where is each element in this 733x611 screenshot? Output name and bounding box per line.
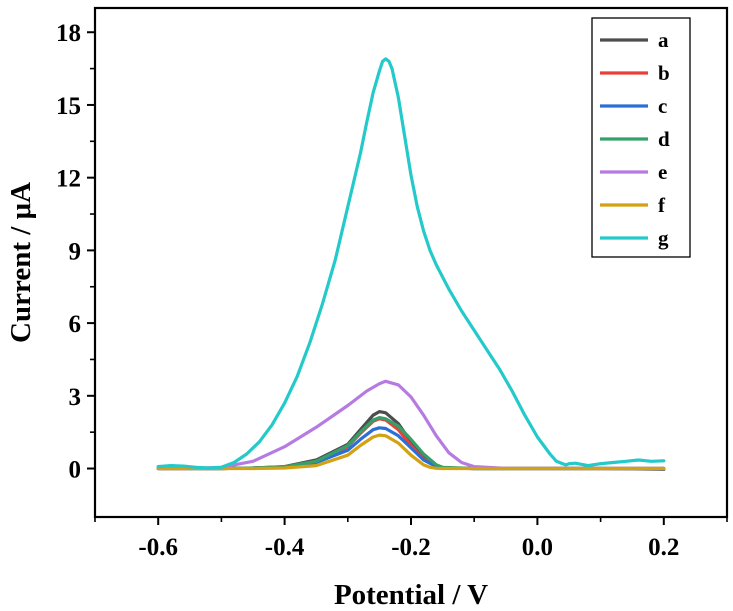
y-axis-title: Current / μA — [5, 182, 37, 343]
x-tick-label: -0.6 — [138, 534, 178, 561]
x-tick-label: 0.2 — [648, 534, 679, 561]
y-tick-label: 15 — [56, 93, 81, 120]
x-axis-title: Potential / V — [334, 579, 488, 611]
x-tick-label: -0.4 — [265, 534, 305, 561]
x-tick-label: 0.0 — [522, 534, 553, 561]
y-tick-label: 18 — [56, 20, 81, 47]
series-layer — [156, 57, 666, 471]
legend-label-e: e — [658, 160, 667, 184]
legend-label-c: c — [658, 94, 667, 118]
legend-label-d: d — [658, 127, 670, 151]
y-tick-label: 6 — [69, 311, 82, 338]
series-line-g — [156, 57, 666, 470]
y-tick-label: 9 — [69, 238, 82, 265]
y-tick-label: 0 — [69, 457, 82, 484]
y-tick-label: 3 — [69, 384, 82, 411]
legend-label-f: f — [658, 193, 666, 217]
series-line-f — [156, 433, 666, 471]
legend-label-g: g — [658, 226, 669, 250]
x-axis-ticks: -0.6 -0.4 -0.2 0.0 0.2 — [94, 517, 728, 561]
y-axis-ticks: 0 3 6 9 12 15 18 — [56, 20, 95, 484]
x-tick-label: -0.2 — [391, 534, 431, 561]
y-tick-label: 12 — [56, 166, 81, 193]
legend-label-b: b — [658, 61, 670, 85]
legend-label-a: a — [658, 28, 669, 52]
